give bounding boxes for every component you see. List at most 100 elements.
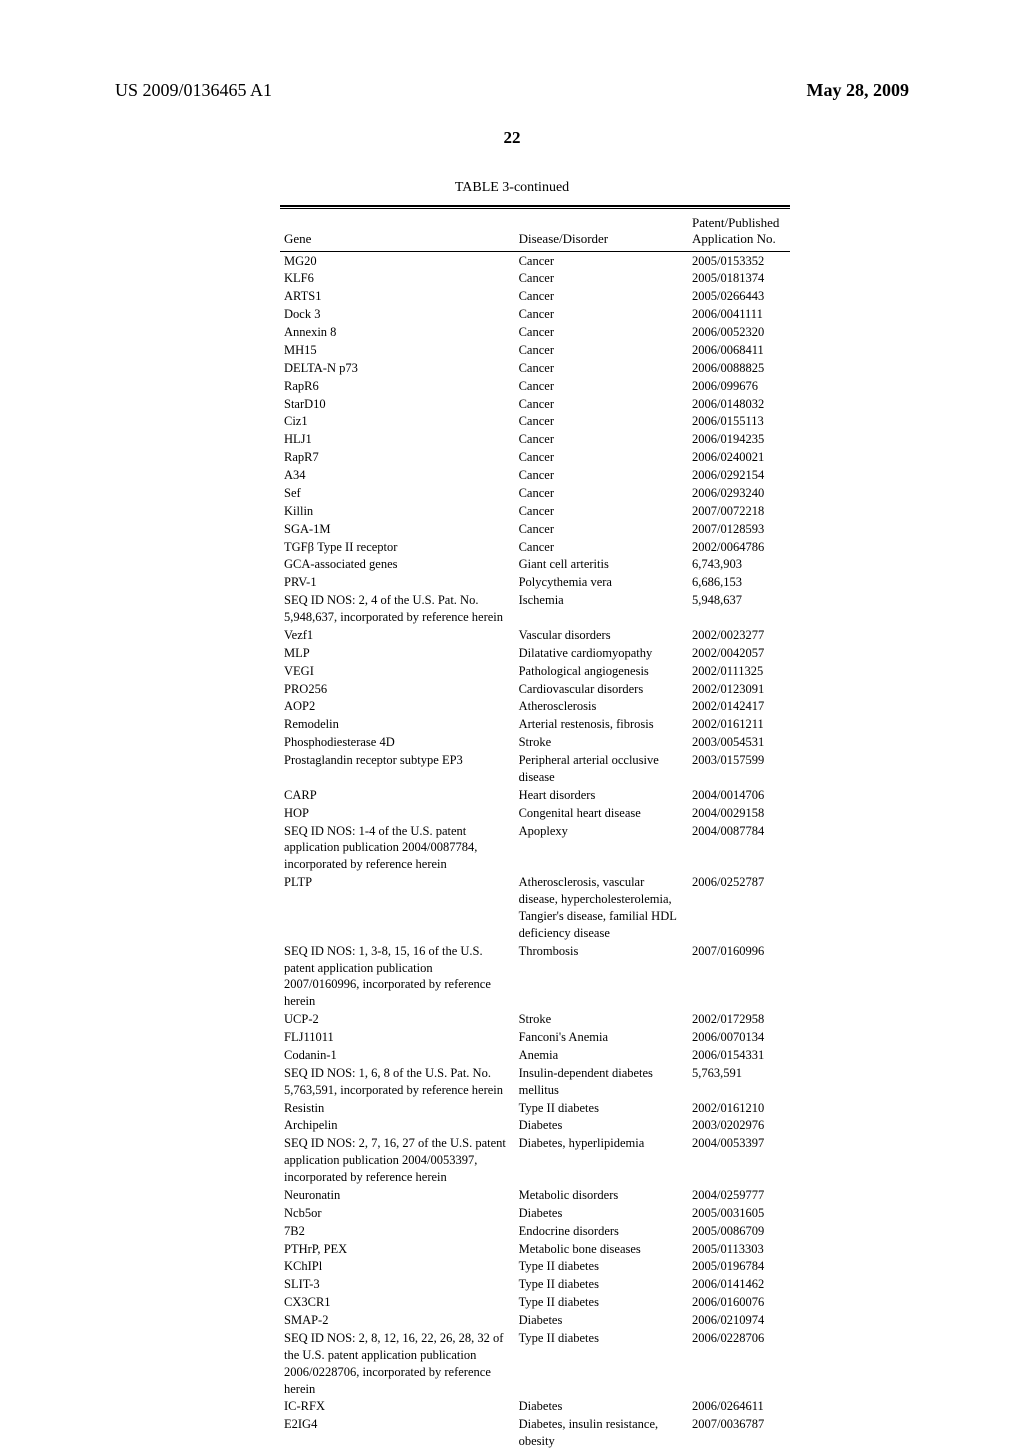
page-number: 22: [0, 128, 1024, 148]
cell-patent: 2006/0041111: [688, 306, 790, 324]
gene-table: Gene Disease/Disorder Patent/Published A…: [280, 205, 790, 1451]
cell-gene: E2IG4: [280, 1416, 515, 1451]
cell-gene: Ncb5or: [280, 1204, 515, 1222]
cell-gene: Phosphodiesterase 4D: [280, 734, 515, 752]
cell-disease: Fanconi's Anemia: [515, 1029, 688, 1047]
cell-patent: 5,948,637: [688, 592, 790, 627]
cell-patent: 2002/0111325: [688, 662, 790, 680]
cell-patent: 2006/0240021: [688, 449, 790, 467]
cell-patent: 2002/0023277: [688, 626, 790, 644]
cell-gene: Vezf1: [280, 626, 515, 644]
cell-gene: PTHrP, PEX: [280, 1240, 515, 1258]
cell-gene: Annexin 8: [280, 324, 515, 342]
table-row: SGA-1MCancer2007/0128593: [280, 520, 790, 538]
cell-disease: Diabetes: [515, 1204, 688, 1222]
cell-disease: Type II diabetes: [515, 1329, 688, 1398]
table-row: MG20Cancer2005/0153352: [280, 252, 790, 270]
cell-disease: Cancer: [515, 359, 688, 377]
cell-gene: Codanin-1: [280, 1046, 515, 1064]
cell-patent: 2004/0087784: [688, 822, 790, 874]
cell-patent: 2006/0070134: [688, 1029, 790, 1047]
table-row: SEQ ID NOS: 2, 8, 12, 16, 22, 26, 28, 32…: [280, 1329, 790, 1398]
cell-gene: SEQ ID NOS: 1, 6, 8 of the U.S. Pat. No.…: [280, 1064, 515, 1099]
cell-patent: 2006/0148032: [688, 395, 790, 413]
cell-disease: Insulin-dependent diabetes mellitus: [515, 1064, 688, 1099]
cell-disease: Peripheral arterial occlusive disease: [515, 752, 688, 787]
cell-disease: Type II diabetes: [515, 1276, 688, 1294]
cell-disease: Endocrine disorders: [515, 1222, 688, 1240]
table-row: CARPHeart disorders2004/0014706: [280, 786, 790, 804]
table-row: DELTA-N p73Cancer2006/0088825: [280, 359, 790, 377]
cell-disease: Atherosclerosis: [515, 698, 688, 716]
cell-disease: Cancer: [515, 449, 688, 467]
table-row: SEQ ID NOS: 1-4 of the U.S. patent appli…: [280, 822, 790, 874]
cell-disease: Metabolic disorders: [515, 1186, 688, 1204]
table-row: KillinCancer2007/0072218: [280, 502, 790, 520]
cell-disease: Type II diabetes: [515, 1258, 688, 1276]
cell-disease: Dilatative cardiomyopathy: [515, 644, 688, 662]
cell-patent: 2004/0029158: [688, 804, 790, 822]
cell-disease: Giant cell arteritis: [515, 556, 688, 574]
cell-gene: PRV-1: [280, 574, 515, 592]
cell-gene: MLP: [280, 644, 515, 662]
cell-patent: 2006/0292154: [688, 467, 790, 485]
cell-disease: Stroke: [515, 1011, 688, 1029]
cell-disease: Vascular disorders: [515, 626, 688, 644]
cell-gene: KLF6: [280, 270, 515, 288]
cell-disease: Type II diabetes: [515, 1294, 688, 1312]
cell-patent: 2002/0172958: [688, 1011, 790, 1029]
cell-patent: 2002/0142417: [688, 698, 790, 716]
table-row: Phosphodiesterase 4DStroke2003/0054531: [280, 734, 790, 752]
table-header-row: Gene Disease/Disorder Patent/Published A…: [280, 209, 790, 251]
cell-patent: 2006/0155113: [688, 413, 790, 431]
cell-patent: 2006/0194235: [688, 431, 790, 449]
cell-gene: TGFβ Type II receptor: [280, 538, 515, 556]
cell-patent: 6,686,153: [688, 574, 790, 592]
cell-disease: Pathological angiogenesis: [515, 662, 688, 680]
cell-gene: HLJ1: [280, 431, 515, 449]
table-row: KChIPlType II diabetes2005/0196784: [280, 1258, 790, 1276]
table-row: A34Cancer2006/0292154: [280, 467, 790, 485]
table-row: SLIT-3Type II diabetes2006/0141462: [280, 1276, 790, 1294]
table-row: SEQ ID NOS: 1, 6, 8 of the U.S. Pat. No.…: [280, 1064, 790, 1099]
cell-gene: Dock 3: [280, 306, 515, 324]
col-header-gene: Gene: [280, 209, 515, 251]
cell-gene: MG20: [280, 252, 515, 270]
cell-gene: CARP: [280, 786, 515, 804]
cell-gene: RapR7: [280, 449, 515, 467]
table-row: MLPDilatative cardiomyopathy2002/0042057: [280, 644, 790, 662]
table-row: PLTPAtherosclerosis, vascular disease, h…: [280, 874, 790, 943]
cell-gene: Neuronatin: [280, 1186, 515, 1204]
table-row: TGFβ Type II receptorCancer2002/0064786: [280, 538, 790, 556]
cell-patent: 2006/0293240: [688, 484, 790, 502]
table-row: SEQ ID NOS: 1, 3-8, 15, 16 of the U.S. p…: [280, 942, 790, 1011]
cell-gene: Prostaglandin receptor subtype EP3: [280, 752, 515, 787]
cell-patent: 2005/0196784: [688, 1258, 790, 1276]
cell-patent: 2006/099676: [688, 377, 790, 395]
cell-disease: Diabetes, insulin resistance, obesity: [515, 1416, 688, 1451]
cell-patent: 5,763,591: [688, 1064, 790, 1099]
cell-patent: 2007/0160996: [688, 942, 790, 1011]
cell-disease: Cancer: [515, 252, 688, 270]
cell-patent: 2006/0068411: [688, 341, 790, 359]
cell-gene: FLJ11011: [280, 1029, 515, 1047]
cell-disease: Thrombosis: [515, 942, 688, 1011]
table-row: SEQ ID NOS: 2, 7, 16, 27 of the U.S. pat…: [280, 1135, 790, 1187]
cell-patent: 2002/0042057: [688, 644, 790, 662]
table-row: HLJ1Cancer2006/0194235: [280, 431, 790, 449]
cell-gene: SLIT-3: [280, 1276, 515, 1294]
table-row: Codanin-1Anemia2006/0154331: [280, 1046, 790, 1064]
cell-gene: KChIPl: [280, 1258, 515, 1276]
cell-patent: 2006/0252787: [688, 874, 790, 943]
cell-gene: CX3CR1: [280, 1294, 515, 1312]
cell-disease: Cardiovascular disorders: [515, 680, 688, 698]
col-header-patent-line2: Application No.: [692, 231, 776, 246]
table-row: HOPCongenital heart disease2004/0029158: [280, 804, 790, 822]
table-row: ArchipelinDiabetes2003/0202976: [280, 1117, 790, 1135]
cell-disease: Cancer: [515, 484, 688, 502]
cell-gene: SEQ ID NOS: 1-4 of the U.S. patent appli…: [280, 822, 515, 874]
cell-disease: Metabolic bone diseases: [515, 1240, 688, 1258]
cell-disease: Anemia: [515, 1046, 688, 1064]
cell-disease: Cancer: [515, 377, 688, 395]
cell-disease: Stroke: [515, 734, 688, 752]
